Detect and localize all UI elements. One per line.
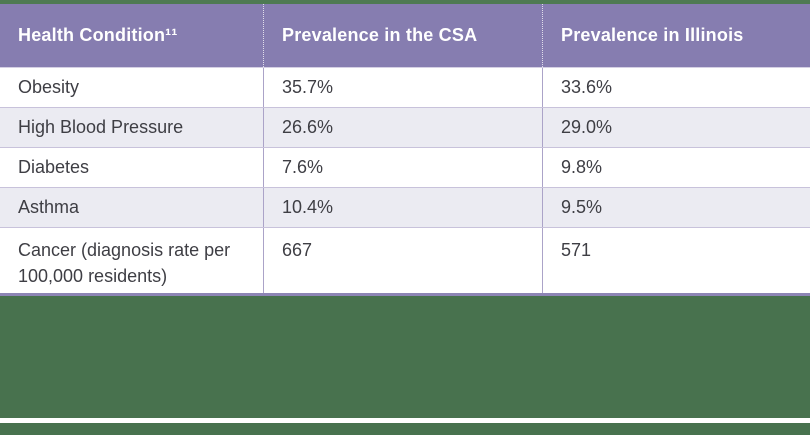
table-row-diabetes: Diabetes 7.6% 9.8% — [0, 148, 810, 188]
header-health-condition: Health Condition¹¹ — [18, 25, 178, 45]
cell-condition: Asthma — [18, 197, 80, 217]
header-prevalence-illinois: Prevalence in Illinois — [542, 4, 810, 67]
bottom-green-bar — [0, 423, 810, 435]
cell-condition: High Blood Pressure — [18, 117, 184, 137]
cell-illinois-value: 9.5% — [542, 188, 810, 227]
table-row-high-blood-pressure: High Blood Pressure 26.6% 29.0% — [0, 108, 810, 148]
cell-csa-value: 667 — [263, 228, 542, 293]
green-section-background — [0, 296, 810, 418]
cell-condition: Cancer (diagnosis rate per 100,000 resid… — [18, 240, 231, 286]
white-divider-gap — [0, 418, 810, 423]
cell-illinois-value: 33.6% — [542, 68, 810, 107]
cell-csa-value: 7.6% — [263, 148, 542, 187]
cell-csa-value: 10.4% — [263, 188, 542, 227]
table-row-asthma: Asthma 10.4% 9.5% — [0, 188, 810, 228]
top-green-bar — [0, 0, 810, 4]
cell-csa-value: 26.6% — [263, 108, 542, 147]
cell-csa-value: 35.7% — [263, 68, 542, 107]
cell-condition: Diabetes — [18, 157, 90, 177]
table-header-row: Health Condition¹¹ Prevalence in the CSA… — [0, 4, 810, 68]
table-row-cancer: Cancer (diagnosis rate per 100,000 resid… — [0, 228, 810, 296]
cell-condition: Obesity — [18, 77, 80, 97]
header-prevalence-csa: Prevalence in the CSA — [263, 4, 542, 67]
cell-illinois-value: 571 — [542, 228, 810, 293]
cell-illinois-value: 29.0% — [542, 108, 810, 147]
table-row-obesity: Obesity 35.7% 33.6% — [0, 68, 810, 108]
cell-illinois-value: 9.8% — [542, 148, 810, 187]
